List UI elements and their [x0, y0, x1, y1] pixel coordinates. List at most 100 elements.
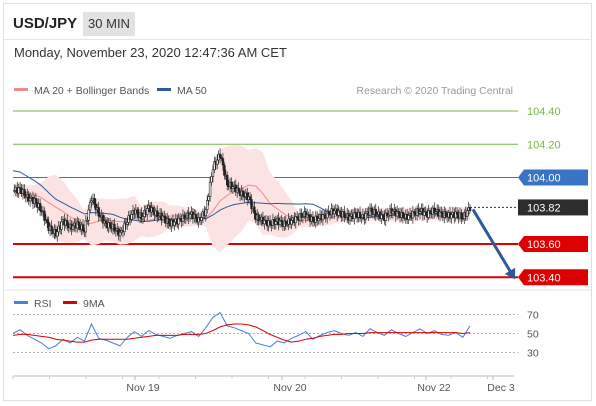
candle-body — [248, 196, 252, 200]
candle-body — [56, 231, 59, 237]
level-tag-103.40 — [518, 269, 588, 286]
legend-swatch-bb — [14, 88, 28, 91]
last-price-tag — [518, 199, 588, 216]
candle-body — [38, 203, 42, 211]
candle-body — [50, 225, 53, 231]
candle-body — [210, 176, 213, 183]
candle-body — [163, 215, 166, 218]
forecast-arrow-head — [504, 267, 516, 280]
candle-body — [118, 231, 122, 237]
candle-body — [90, 200, 93, 203]
candle-body — [66, 220, 69, 226]
candle-body — [285, 224, 289, 226]
candle-body — [230, 181, 233, 190]
candle-body — [141, 216, 145, 220]
candle-body — [104, 220, 108, 223]
candle-body — [156, 210, 159, 218]
candle-body — [278, 220, 282, 225]
candle-body — [86, 220, 89, 222]
candle-body — [206, 200, 209, 210]
candle-body — [216, 159, 219, 165]
candle-body — [348, 215, 352, 221]
candle-body — [167, 218, 170, 224]
level-tag-104.00 — [518, 169, 588, 186]
candle-body — [231, 186, 235, 190]
candle-body — [157, 215, 160, 218]
candle-body — [427, 210, 430, 218]
candle-body — [417, 208, 420, 214]
candle-body — [385, 212, 389, 216]
candle-body — [221, 158, 225, 166]
candle-body — [423, 211, 426, 216]
candle-body — [301, 216, 305, 218]
legend-label-rsi: RSI — [34, 298, 52, 310]
candle-body — [81, 224, 85, 232]
timeframe-badge[interactable]: 30 MIN — [83, 12, 135, 36]
candle-body — [268, 220, 272, 225]
candle-body — [71, 225, 75, 230]
candle-body — [257, 214, 260, 221]
candle-body — [433, 207, 436, 214]
candle-body — [375, 214, 379, 216]
candle-body — [290, 220, 293, 225]
candle-body — [211, 169, 215, 177]
candle-body — [295, 216, 299, 218]
forecast-arrow-shaft — [471, 208, 514, 276]
candle-body — [226, 174, 229, 186]
legend-swatch-rsi — [14, 301, 28, 304]
candle-body — [108, 222, 112, 227]
candle-body — [401, 211, 405, 218]
legend-label-ma50: MA 50 — [177, 85, 207, 97]
candle-body — [101, 214, 105, 224]
candle-body — [397, 211, 400, 214]
copyright-text: Research © 2020 Trading Central — [356, 85, 513, 97]
candle-body — [23, 189, 26, 196]
candle-body — [220, 157, 223, 159]
candle-body — [358, 211, 362, 219]
candle-body — [284, 220, 287, 225]
candle-body — [317, 218, 320, 222]
candle-body — [46, 219, 49, 223]
candle-body — [370, 207, 373, 213]
candle-body — [241, 190, 245, 197]
candle-body — [161, 215, 165, 221]
candle-body — [237, 187, 240, 192]
candle-body — [440, 211, 443, 214]
candle-body — [18, 187, 22, 189]
level-label-103.40: 103.40 — [527, 272, 561, 284]
candle-body — [27, 193, 30, 202]
candle-body — [253, 206, 256, 214]
level-label-104.40: 104.40 — [527, 106, 561, 118]
legend-swatch-ma50 — [157, 88, 171, 91]
candle-body — [280, 220, 283, 223]
candle-body — [333, 210, 336, 215]
candle-body — [13, 190, 16, 192]
candle-body — [407, 215, 410, 220]
candle-body — [88, 201, 92, 211]
candle-body — [218, 153, 222, 158]
candle-body — [327, 210, 330, 215]
chart-frame — [3, 3, 592, 401]
candle-body — [438, 211, 442, 217]
level-label-104.00: 104.00 — [527, 173, 561, 185]
candle-body — [194, 214, 197, 219]
candle-body — [418, 211, 422, 214]
candle-body — [146, 208, 149, 215]
candle-body — [300, 213, 303, 218]
candle-body — [384, 212, 387, 221]
candle-body — [43, 210, 46, 221]
candle-body — [263, 219, 266, 225]
candle-body — [126, 222, 129, 225]
candle-body — [343, 211, 346, 217]
candle-body — [250, 199, 253, 210]
legend-swatch-9ma — [63, 301, 77, 304]
candle-body — [17, 187, 20, 194]
candle-body — [294, 216, 297, 224]
candle-body — [204, 209, 207, 217]
candle-body — [434, 211, 437, 214]
rsi-tick-30: 30 — [527, 348, 539, 360]
level-label-103.60: 103.60 — [527, 239, 561, 251]
candle-body — [381, 214, 385, 216]
candle-body — [97, 207, 100, 217]
